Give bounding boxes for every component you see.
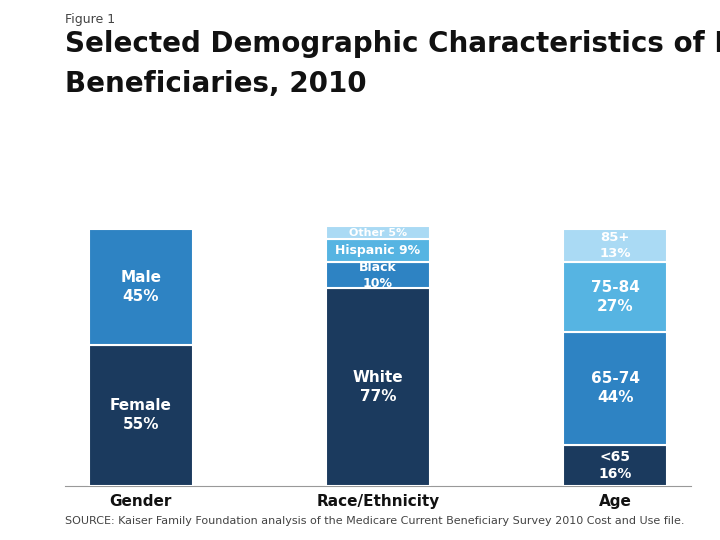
Text: 75-84
27%: 75-84 27%: [591, 280, 639, 314]
Text: 65-74
44%: 65-74 44%: [591, 372, 640, 405]
Text: White
77%: White 77%: [353, 370, 403, 404]
Bar: [325, 288, 431, 486]
Bar: [563, 229, 667, 262]
Text: 85+
13%: 85+ 13%: [600, 231, 631, 260]
Bar: [89, 229, 193, 345]
Text: Selected Demographic Characteristics of Medicare: Selected Demographic Characteristics of …: [65, 30, 720, 58]
Text: Male
45%: Male 45%: [120, 270, 161, 303]
Bar: [563, 262, 667, 332]
Bar: [325, 239, 431, 262]
Bar: [325, 226, 431, 239]
Bar: [563, 445, 667, 486]
Text: Beneficiaries, 2010: Beneficiaries, 2010: [65, 70, 366, 98]
Text: <65
16%: <65 16%: [598, 450, 632, 481]
Bar: [89, 345, 193, 486]
Text: SOURCE: Kaiser Family Foundation analysis of the Medicare Current Beneficiary Su: SOURCE: Kaiser Family Foundation analysi…: [65, 516, 684, 526]
Bar: [563, 332, 667, 445]
Bar: [325, 262, 431, 288]
Text: Other 5%: Other 5%: [349, 228, 407, 238]
Text: Figure 1: Figure 1: [65, 14, 115, 26]
Text: Hispanic 9%: Hispanic 9%: [336, 244, 420, 257]
Text: Black
10%: Black 10%: [359, 261, 397, 289]
Text: Female
55%: Female 55%: [109, 399, 171, 432]
